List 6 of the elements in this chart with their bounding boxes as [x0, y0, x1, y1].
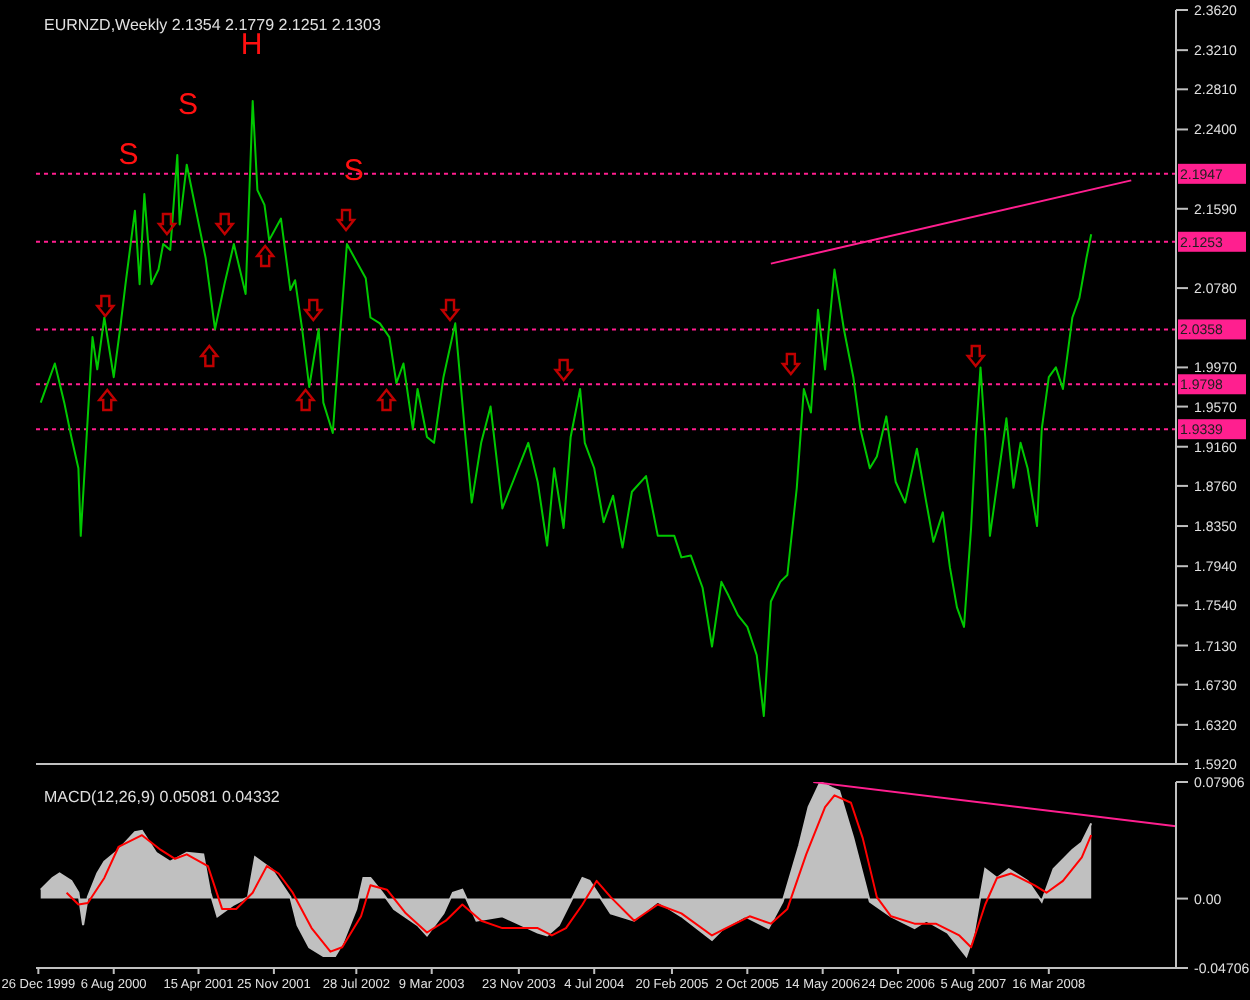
annotation: S: [178, 88, 199, 122]
annotation: H: [240, 28, 263, 62]
chart-title: EURNZD,Weekly 2.1354 2.1779 2.1251 2.1303: [44, 16, 382, 34]
annotation: S: [118, 138, 139, 172]
chart-title: MACD(12,26,9) 0.05081 0.04332: [44, 788, 281, 806]
annotation: S: [343, 154, 364, 188]
